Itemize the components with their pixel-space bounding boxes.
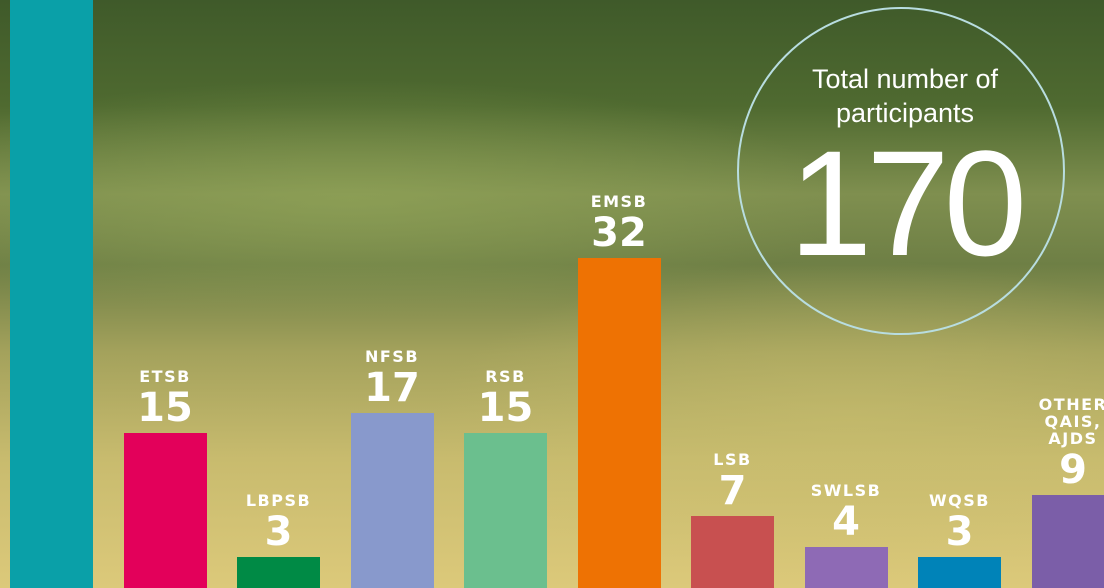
value-label: 15: [137, 385, 193, 432]
total-label: Total number of participants: [811, 64, 999, 128]
category-label: SWLSB: [810, 480, 882, 500]
bar-label: RSB 15: [451, 368, 561, 431]
value-label: 9: [1059, 447, 1087, 494]
value-label: 3: [945, 509, 974, 556]
category-label: ETSB: [139, 367, 191, 387]
bar: [350, 412, 434, 588]
bar: [237, 557, 320, 588]
category-label: LSB: [713, 449, 752, 469]
bar-label: WQSB 3: [905, 492, 1015, 555]
bar: [1031, 495, 1104, 588]
bar: [918, 557, 1001, 588]
bar: [691, 515, 774, 588]
total-value: 170: [788, 119, 1027, 287]
bar: [10, 0, 93, 588]
category-label: LBPSB: [245, 491, 312, 511]
category-label: RSB: [485, 367, 526, 387]
bar: [123, 433, 207, 588]
bar-label: SWLSB 4: [791, 482, 901, 545]
bar-label: NFSB 17: [337, 348, 447, 411]
category-label: OTHER QAIS, AJDS: [1038, 395, 1104, 449]
bar: [577, 257, 661, 588]
total-circle: [737, 7, 1065, 335]
value-label: 7: [718, 467, 747, 514]
value-label: 32: [591, 209, 647, 256]
value-label: 17: [364, 364, 420, 411]
bar-label: LBPSB 3: [224, 492, 334, 555]
bar: [804, 546, 888, 588]
bar: [464, 433, 547, 588]
category-label: NFSB: [364, 346, 420, 366]
bar-label: EMSB 32: [564, 193, 674, 256]
value-label: 4: [832, 498, 860, 545]
value-label: 3: [264, 509, 293, 556]
category-label: WQSB: [929, 491, 990, 511]
bar-label: LSB 7: [678, 451, 788, 514]
bar-label: OTHER QAIS, AJDS 9: [1018, 396, 1104, 493]
value-label: 15: [477, 385, 534, 432]
bar-label: ETSB 15: [110, 368, 220, 431]
category-label: EMSB: [590, 191, 648, 211]
